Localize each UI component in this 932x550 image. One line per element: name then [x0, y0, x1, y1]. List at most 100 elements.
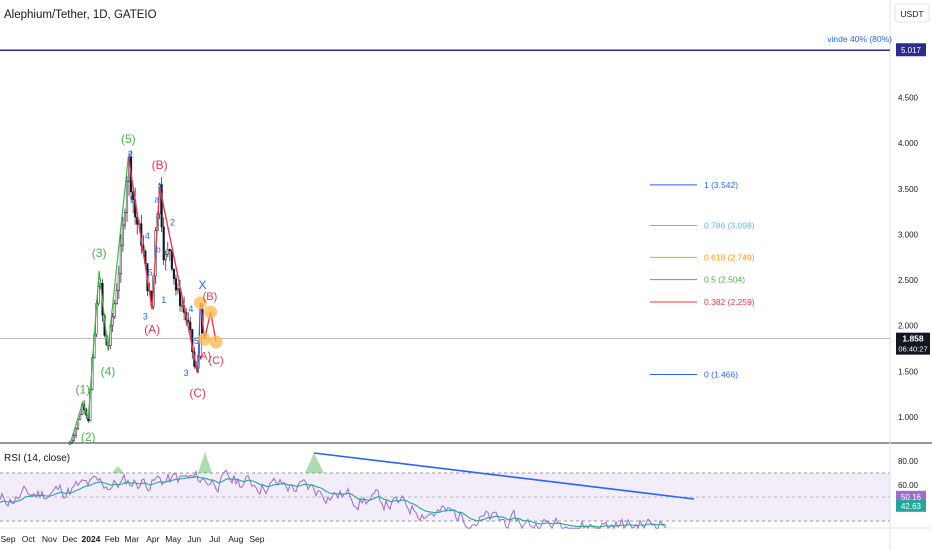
fib-level-label: 0.5 (2.504): [704, 275, 745, 285]
rsi-value-badge: [896, 490, 926, 503]
price-tick-label: 1.000: [898, 413, 919, 422]
rsi-ma-value-badge: [896, 499, 926, 512]
wave-label: 1: [129, 194, 134, 204]
target-price-label: 5.017: [901, 46, 922, 55]
fib-level-label: 0.618 (2.749): [704, 252, 755, 262]
candle-body: [119, 244, 122, 275]
candle-body: [123, 212, 127, 226]
wave-label: (C): [208, 355, 223, 367]
candle-body: [72, 435, 76, 441]
candle-body: [160, 183, 163, 228]
time-tick-label: Oct: [22, 534, 36, 544]
chart-title: Alephium/Tether, 1D, GATEIO: [4, 9, 157, 21]
rsi-ma-value-label: 42.63: [901, 502, 922, 511]
price-tick-label: 3.500: [898, 185, 919, 194]
impulse-wave-line: [69, 156, 129, 445]
wave-label: X: [198, 278, 206, 292]
currency-label: USDT: [900, 9, 923, 19]
time-tick-label: Nov: [42, 534, 58, 544]
rsi-overbought-fill: [112, 466, 124, 473]
price-tick-label: 3.000: [898, 230, 919, 239]
rsi-tick-label: 80.00: [898, 457, 919, 466]
axes-layer: Sep Oct Nov Dec 2024 Feb Mar Apr May Jun Jul Aug Sep…: [0, 93, 918, 544]
time-tick-label: Feb: [105, 534, 120, 544]
wave-label: 4: [188, 304, 193, 314]
fib-level-label: 1 (3.542): [704, 180, 738, 190]
current-price-label: 1.858: [902, 334, 924, 344]
fib-level-label: 0 (1.466): [704, 369, 738, 379]
time-tick-label: May: [165, 534, 182, 544]
candle-body: [189, 321, 192, 330]
wave-label: (A): [197, 350, 212, 362]
fib-level-label: 0.382 (2.259): [704, 297, 755, 307]
wave-label: (2): [81, 430, 96, 444]
candle-body: [113, 303, 116, 318]
projection-node: [204, 305, 218, 319]
rsi-ma-line: [0, 476, 667, 528]
price-tick-label: 4.500: [898, 93, 919, 102]
price-tick-label: 1.500: [898, 367, 919, 376]
price-tick-label: 2.000: [898, 322, 919, 331]
price-tick-label: 4.000: [898, 139, 919, 148]
time-tick-label: 2024: [81, 534, 100, 544]
candle-body: [117, 273, 120, 291]
projected-wave-line: [199, 302, 217, 343]
candle-body: [115, 290, 118, 304]
correction-wave-line: [127, 156, 199, 374]
wave-label: 3: [184, 368, 189, 378]
wave-label: (B): [152, 158, 168, 172]
wave-label: a: [154, 194, 159, 204]
time-tick-label: Jul: [209, 534, 220, 544]
wave-label: 5: [148, 267, 153, 277]
wave-label: (4): [101, 364, 116, 378]
target-line-text: vinde 40% (80%): [827, 34, 892, 44]
fib-level-label: 0.786 (3.098): [704, 220, 755, 230]
wave-label: (5): [121, 132, 136, 146]
candle-body: [166, 249, 169, 255]
candle-body: [170, 250, 173, 270]
candle-body: [125, 181, 129, 213]
candle-body: [181, 305, 184, 307]
time-tick-label: Sep: [249, 534, 264, 544]
rsi-overbought-fill: [198, 452, 212, 473]
wave-label: 4: [145, 231, 150, 241]
time-tick-label: Aug: [228, 534, 243, 544]
candle-body: [121, 224, 124, 246]
wave-label: 1: [161, 295, 166, 305]
current-price-badge: [896, 332, 930, 355]
candle-body: [164, 253, 167, 261]
time-tick-label: Apr: [146, 534, 159, 544]
candle-body: [162, 226, 165, 261]
rsi-line: [0, 469, 667, 530]
time-tick-label: Mar: [124, 534, 139, 544]
rsi-overbought-fill: [305, 453, 324, 473]
wave-label: (1): [75, 382, 90, 396]
rsi-tick-label: 60.00: [898, 481, 919, 490]
rsi-divergence-line: [313, 452, 695, 500]
candle-body: [79, 414, 82, 420]
wave-label: (3): [92, 246, 107, 260]
wave-label: (B): [203, 291, 218, 303]
wave-label: c: [158, 181, 163, 191]
rsi-title: RSI (14, close): [4, 453, 70, 464]
wave-label: 3: [143, 311, 148, 321]
currency-button[interactable]: [894, 3, 930, 23]
projection-node: [198, 332, 212, 346]
price-tick-label: 2.500: [898, 276, 919, 285]
rsi-value-label: 50.16: [901, 493, 922, 502]
wave-label: 2: [128, 149, 133, 159]
candle-body: [168, 249, 171, 251]
candle-body: [111, 316, 114, 326]
time-tick-label: Jun: [187, 534, 201, 544]
wave-label: (A): [144, 322, 160, 336]
projection-node: [209, 335, 223, 349]
wave-label: b: [156, 245, 161, 255]
time-tick-label: Sep: [0, 534, 15, 544]
wave-label: (C): [189, 386, 206, 400]
candle-body: [172, 268, 175, 279]
time-tick-label: Dec: [62, 534, 78, 544]
wave-label: 2: [170, 217, 175, 227]
